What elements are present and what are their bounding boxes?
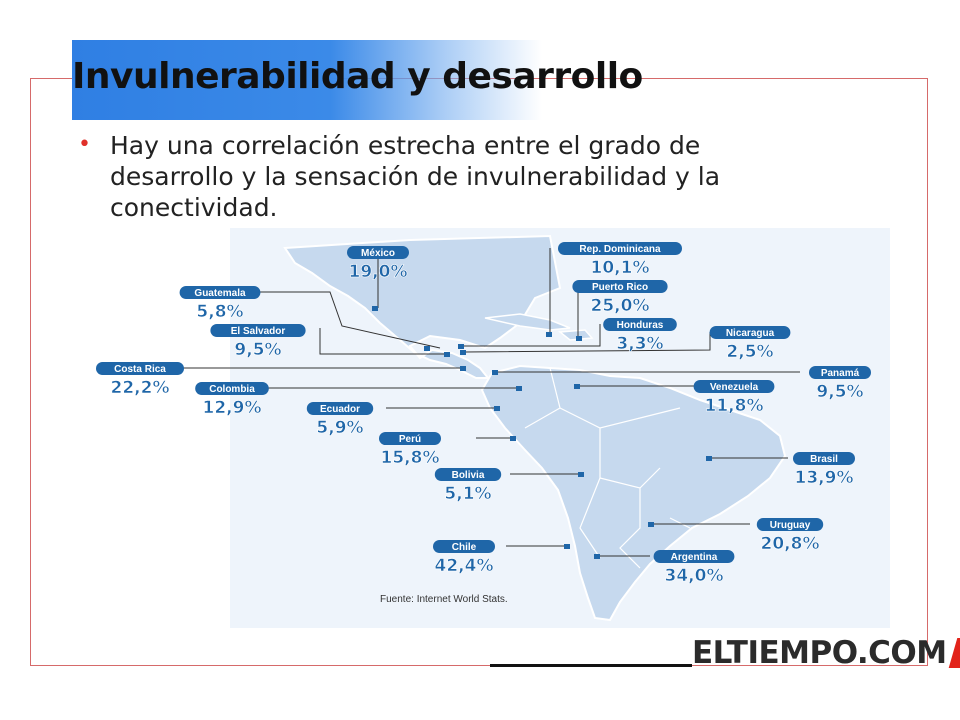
country-value: 19,0% [349, 262, 408, 282]
country-label-guatemala: Guatemala 5,8% [179, 286, 261, 322]
country-value: 9,5% [234, 340, 281, 360]
location-markers [372, 306, 712, 559]
logo-slash-icon [948, 638, 960, 668]
bullet-icon: • [78, 132, 91, 157]
country-label-rep-dominicana: Rep. Dominicana 10,1% [558, 242, 682, 278]
country-name: Puerto Rico [592, 282, 648, 293]
country-badge [653, 550, 735, 563]
country-value: 12,9% [203, 398, 262, 418]
country-label-ecuador: Ecuador 5,9% [306, 402, 374, 438]
country-label-peru: Perú 15,8% [379, 432, 441, 468]
leader-lines [180, 248, 800, 557]
country-value: 9,5% [816, 382, 863, 402]
country-name: México [361, 248, 395, 259]
logo-text: ELTIEMPO.COM [692, 635, 947, 671]
country-name: Nicaragua [726, 328, 775, 339]
country-value: 25,0% [591, 296, 650, 316]
country-label-bolivia: Bolivia 5,1% [434, 468, 502, 504]
country-badge [793, 452, 855, 465]
country-badge [195, 382, 269, 395]
country-label-honduras: Honduras 3,3% [603, 318, 677, 354]
country-name: Panamá [821, 368, 860, 379]
country-name: Bolivia [452, 470, 485, 481]
country-label-nicaragua: Nicaragua 2,5% [709, 326, 791, 362]
country-badge [693, 380, 775, 393]
country-label-uruguay: Uruguay 20,8% [756, 518, 824, 554]
country-badge [379, 432, 441, 445]
country-label-puerto-rico: Puerto Rico 25,0% [572, 280, 668, 316]
bullet-text: Hay una correlación estrecha entre el gr… [110, 131, 721, 222]
country-label-mexico: México 19,0% [347, 246, 409, 282]
country-name: Argentina [671, 552, 718, 563]
country-name: Ecuador [320, 404, 360, 415]
country-value: 42,4% [435, 556, 494, 576]
country-name: Perú [399, 434, 421, 445]
country-badge [433, 540, 495, 553]
land-hispaniola [558, 329, 594, 341]
country-label-colombia: Colombia 12,9% [195, 382, 269, 418]
country-badge [306, 402, 374, 415]
country-value: 10,1% [591, 258, 650, 278]
country-value: 15,8% [381, 448, 440, 468]
country-label-argentina: Argentina 34,0% [653, 550, 735, 586]
country-badge [210, 324, 306, 337]
country-label-el-salvador: El Salvador 9,5% [210, 324, 306, 360]
country-badge [809, 366, 871, 379]
title-band [72, 40, 542, 120]
land-south-america [480, 364, 787, 622]
country-value: 34,0% [665, 566, 724, 586]
country-badge [558, 242, 682, 255]
country-badge [756, 518, 824, 531]
country-labels: México 19,0% Rep. Dominicana 10,1% Guatemala… [96, 242, 871, 586]
country-badge [572, 280, 668, 293]
country-name: Colombia [209, 384, 255, 395]
country-label-panama: Panamá 9,5% [809, 366, 871, 402]
country-label-venezuela: Venezuela 11,8% [693, 380, 775, 416]
country-label-brasil: Brasil 13,9% [793, 452, 855, 488]
slide-title: Invulnerabilidad y desarrollo [72, 56, 643, 97]
country-value: 3,3% [616, 334, 663, 354]
country-badge [603, 318, 677, 331]
map-borders [524, 367, 691, 569]
country-badge [434, 468, 502, 481]
country-badge [709, 326, 791, 339]
country-label-chile: Chile 42,4% [433, 540, 495, 576]
source-note: Fuente: Internet World Stats. [380, 594, 508, 605]
country-name: Chile [452, 542, 477, 553]
country-value: 13,9% [795, 468, 854, 488]
country-name: Rep. Dominicana [579, 244, 661, 255]
country-value: 5,9% [316, 418, 363, 438]
latin-america-map: Fuente: Internet World Stats. [96, 228, 890, 628]
country-value: 22,2% [111, 378, 170, 398]
land-cuba [484, 313, 571, 331]
country-name: Honduras [617, 320, 664, 331]
country-badge [347, 246, 409, 259]
country-value: 20,8% [761, 534, 820, 554]
country-name: Uruguay [770, 520, 811, 531]
country-label-costa-rica: Costa Rica 22,2% [96, 362, 184, 398]
country-name: Venezuela [710, 382, 759, 393]
country-name: Brasil [810, 454, 838, 465]
country-badge [96, 362, 184, 375]
country-name: El Salvador [231, 326, 286, 337]
country-badge [179, 286, 261, 299]
eltiempo-logo: ELTIEMPO.COM [692, 636, 960, 670]
country-value: 11,8% [705, 396, 764, 416]
country-name: Costa Rica [114, 364, 166, 375]
country-value: 5,1% [444, 484, 491, 504]
country-value: 2,5% [726, 342, 773, 362]
country-name: Guatemala [194, 288, 246, 299]
logo-underline [490, 664, 692, 667]
country-value: 5,8% [196, 302, 243, 322]
